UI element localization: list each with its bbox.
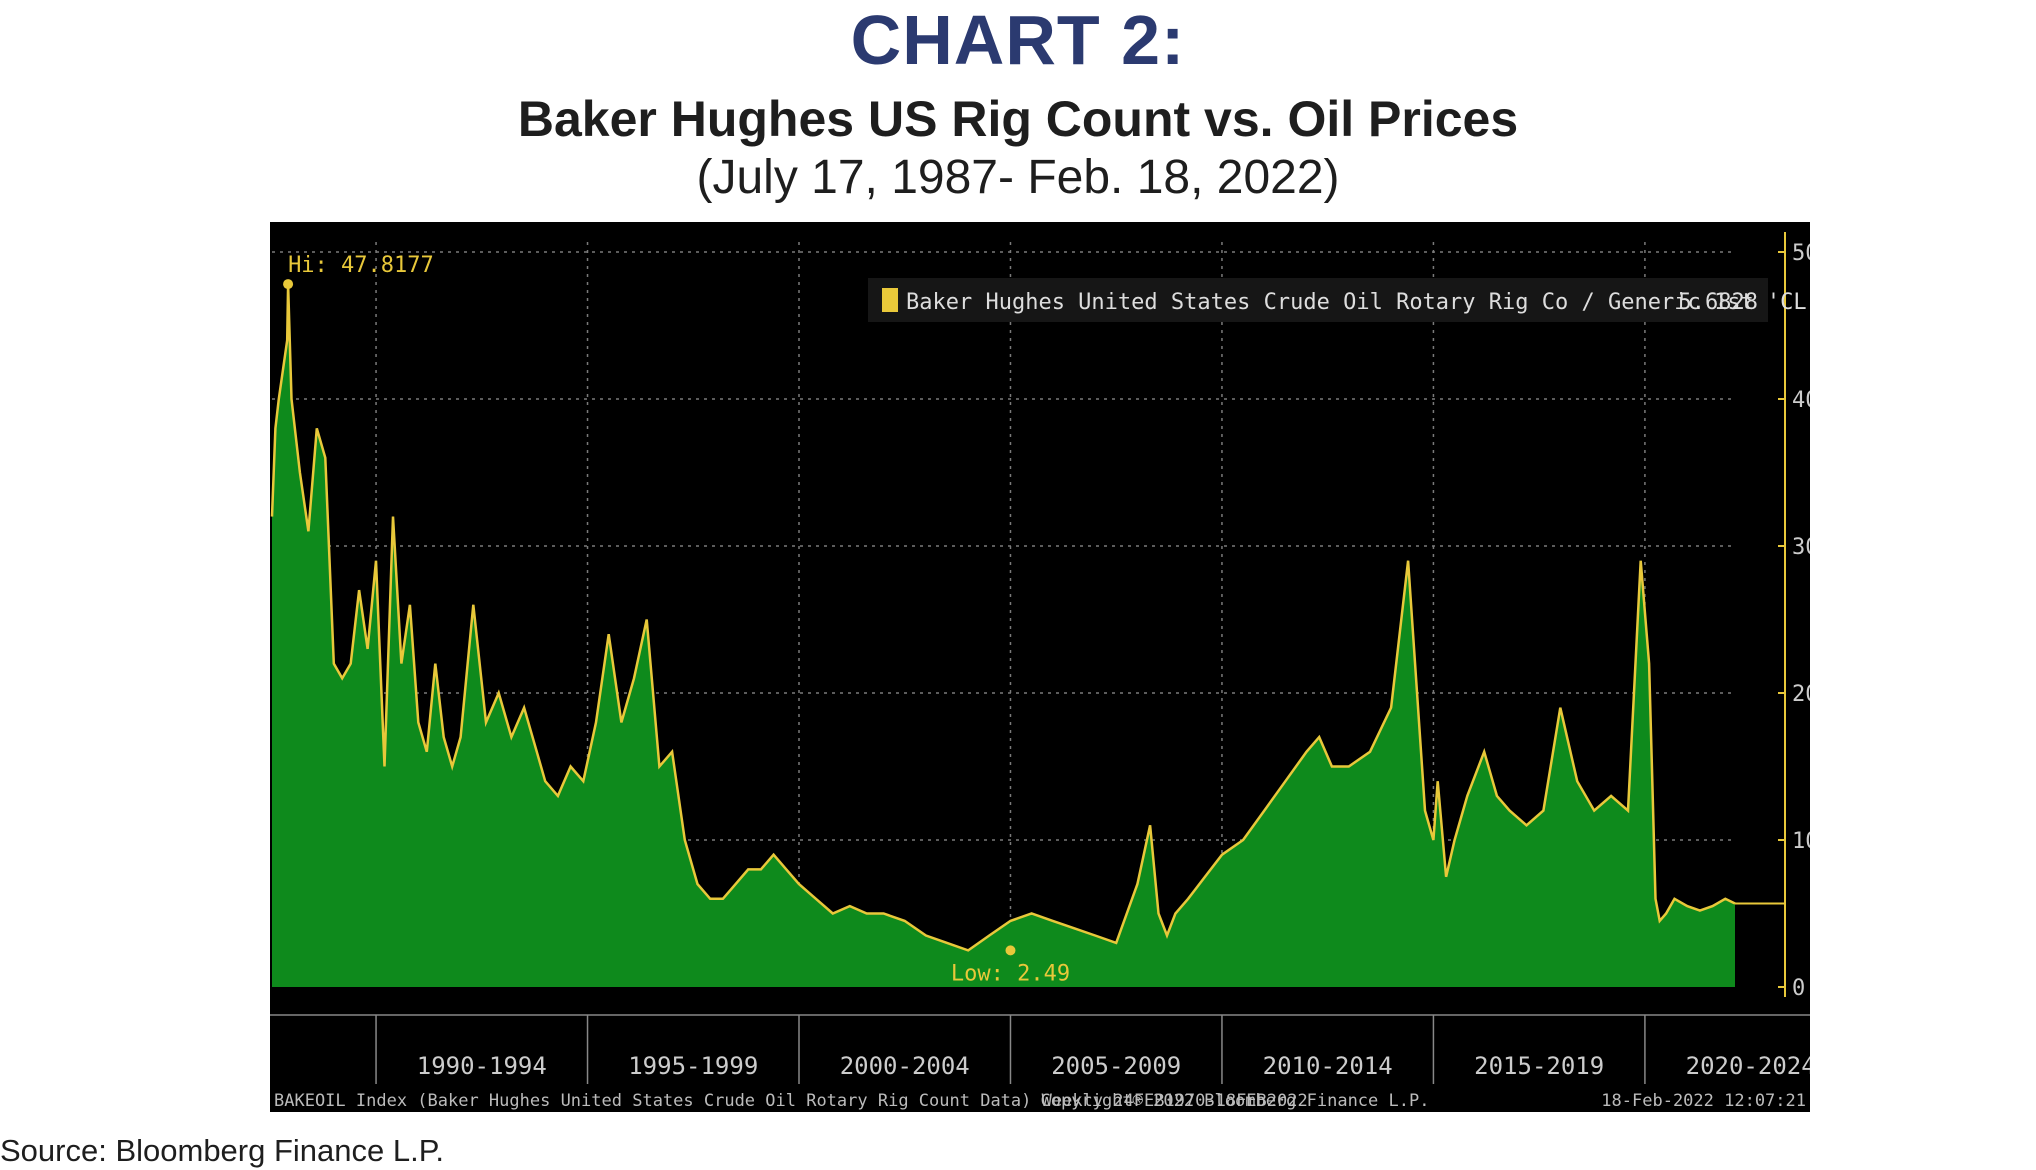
low-marker (1005, 945, 1016, 956)
chart-title: Baker Hughes US Rig Count vs. Oil Prices (517, 91, 1519, 147)
x-axis: 1990-1994 1995-1999 2000-2004 2005-2009 2010… (270, 1014, 1810, 1084)
chart-date-range: (July 17, 1987- Feb. 18, 2022) (696, 151, 1340, 204)
y-tick-label: 30 (1792, 535, 1810, 560)
source-note: Source: Bloomberg Finance L.P. (0, 1133, 445, 1168)
chart-panel: 0 10 20 30 40 50 Hi: 47.8177 Low: 2.49 Baker H… (270, 222, 1810, 1112)
y-tick-label: 40 (1792, 388, 1810, 413)
x-period-label: 2010-2014 (1263, 1052, 1393, 1080)
x-period-label: 2005-2009 (1051, 1052, 1181, 1080)
footer-index-description: BAKEOIL Index (Baker Hughes United State… (274, 1091, 1308, 1111)
annotations: Hi: 47.8177 Low: 2.49 (283, 253, 1070, 986)
x-period-label: 2020-2024 (1686, 1052, 1810, 1080)
series-line (270, 284, 1736, 952)
high-marker (283, 279, 294, 290)
y-tick-label: 20 (1792, 682, 1810, 707)
low-label: Low: 2.49 (951, 961, 1070, 986)
legend-marker (882, 288, 898, 312)
legend: Baker Hughes United States Crude Oil Rot… (868, 278, 1810, 322)
legend-label: Baker Hughes United States Crude Oil Rot… (906, 290, 1810, 315)
legend-last-value: 5.6828 (1679, 290, 1758, 315)
x-period-label: 2015-2019 (1474, 1052, 1604, 1080)
legend-box (868, 278, 1768, 322)
x-period-label: 1990-1994 (417, 1052, 547, 1080)
x-period-label: 1995-1999 (628, 1052, 758, 1080)
series-area (272, 284, 1735, 987)
y-tick-label: 10 (1792, 829, 1810, 854)
chart-number: CHART 2: (850, 1, 1186, 79)
footer-timestamp: 18-Feb-2022 12:07:21 (1601, 1091, 1806, 1111)
y-tick-label: 50 (1792, 241, 1810, 266)
high-label: Hi: 47.8177 (288, 253, 434, 278)
footer-copyright: Copyright® 2022 Bloomberg Finance L.P. (1041, 1091, 1430, 1111)
y-tick-label: 0 (1792, 976, 1805, 1001)
y-axis: 0 10 20 30 40 50 (1735, 232, 1810, 1001)
x-period-label: 2000-2004 (840, 1052, 970, 1080)
footer-band (270, 1090, 1810, 1112)
